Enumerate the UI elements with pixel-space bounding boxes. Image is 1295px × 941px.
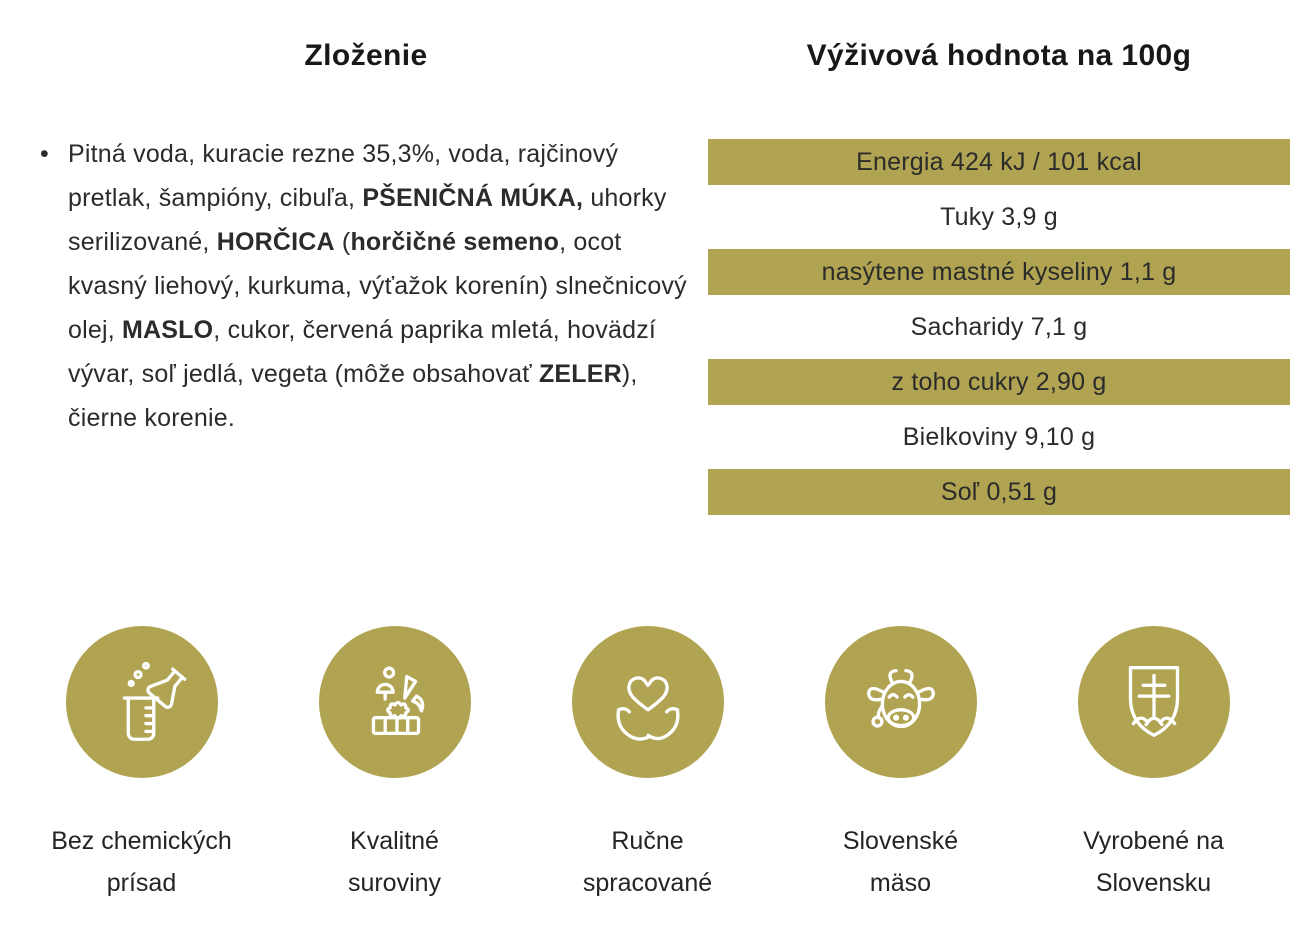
badge-slovak-meat: Slovenské mäso [774, 626, 1027, 904]
badge-label-line: Slovenské [842, 827, 959, 855]
nutrition-row-sugars: z toho cukry 2,90 g [708, 359, 1290, 405]
badge-label-line: prísad [106, 869, 177, 897]
badge-label-line: Ručne [611, 827, 684, 855]
ingredient-segment-allergen: PŠENIČNÁ MÚKA, [362, 184, 584, 212]
badge-handmade: Ručne spracované [521, 626, 774, 904]
badge-label: Vyrobené na Slovensku [1083, 820, 1224, 904]
ingredients-title: Zloženie [304, 39, 428, 72]
badges-row: Bez chemických prísad Kvalitné [0, 626, 1295, 904]
badge-label-line: Slovensku [1095, 869, 1212, 897]
ingredient-segment: , cukor, červená paprika mletá, hovädzí … [68, 316, 657, 388]
badge-label-line: Vyrobené na [1083, 827, 1224, 855]
badge-label-line: Kvalitné [350, 827, 439, 855]
ingredients-icon [318, 626, 471, 778]
nutrition-row-protein: Bielkoviny 9,10 g [902, 422, 1096, 451]
nutrition-section: Výživová hodnota na 100g Energia 424 kJ … [708, 38, 1290, 515]
ingredients-section: Zloženie • Pitná voda, kuracie rezne 35,… [40, 38, 692, 440]
slovak-emblem-icon [1077, 626, 1230, 778]
ingredient-segment-allergen: MASLO [122, 316, 214, 344]
flask-icon [65, 626, 218, 778]
nutrition-row-saturated-fat: nasýtene mastné kyseliny 1,1 g [708, 249, 1290, 295]
nutrition-row-carbs: Sacharidy 7,1 g [910, 312, 1088, 341]
ingredient-segment: ), čierne korenie. [68, 360, 638, 432]
ingredient-segment-allergen: ZELER [538, 360, 622, 388]
badge-label: Bez chemických prísad [51, 820, 232, 904]
badge-label-line: suroviny [347, 869, 442, 897]
ingredient-segment-allergen: HORČICA [216, 228, 335, 256]
ingredient-segment: uhorky serilizované, [68, 184, 667, 256]
ingredients-text: Pitná voda, kuracie rezne 35,3%, voda, r… [68, 132, 692, 440]
nutrition-table: Energia 424 kJ / 101 kcal Tuky 3,9 g nas… [708, 139, 1290, 515]
cow-icon [824, 626, 977, 778]
badge-label: Kvalitné suroviny [348, 820, 441, 904]
nutrition-title: Výživová hodnota na 100g [806, 39, 1192, 72]
badge-label-line: spracované [582, 869, 713, 897]
ingredient-segment: Pitná voda, kuracie rezne 35,3%, voda, r… [68, 140, 619, 212]
bullet-marker: • [40, 140, 49, 168]
hands-heart-icon [571, 626, 724, 778]
badge-label-line: Bez chemických [51, 827, 232, 855]
badge-quality-ingredients: Kvalitné suroviny [268, 626, 521, 904]
ingredient-segment: , ocot kvasný liehový, kurkuma, výťažok … [68, 228, 687, 344]
nutrition-row-fat: Tuky 3,9 g [940, 202, 1058, 231]
nutrition-row-salt: Soľ 0,51 g [708, 469, 1290, 515]
ingredients-list: • Pitná voda, kuracie rezne 35,3%, voda,… [40, 132, 692, 440]
badge-label-line: mäso [869, 869, 932, 897]
badge-label: Slovenské mäso [843, 820, 958, 904]
badge-no-chemicals: Bez chemických prísad [15, 626, 268, 904]
badge-label: Ručne spracované [583, 820, 712, 904]
badge-made-in-slovakia: Vyrobené na Slovensku [1027, 626, 1280, 904]
nutrition-row-energy: Energia 424 kJ / 101 kcal [708, 139, 1290, 185]
ingredient-segment-allergen: horčičné semeno [350, 228, 560, 256]
ingredient-segment: ( [334, 228, 351, 256]
